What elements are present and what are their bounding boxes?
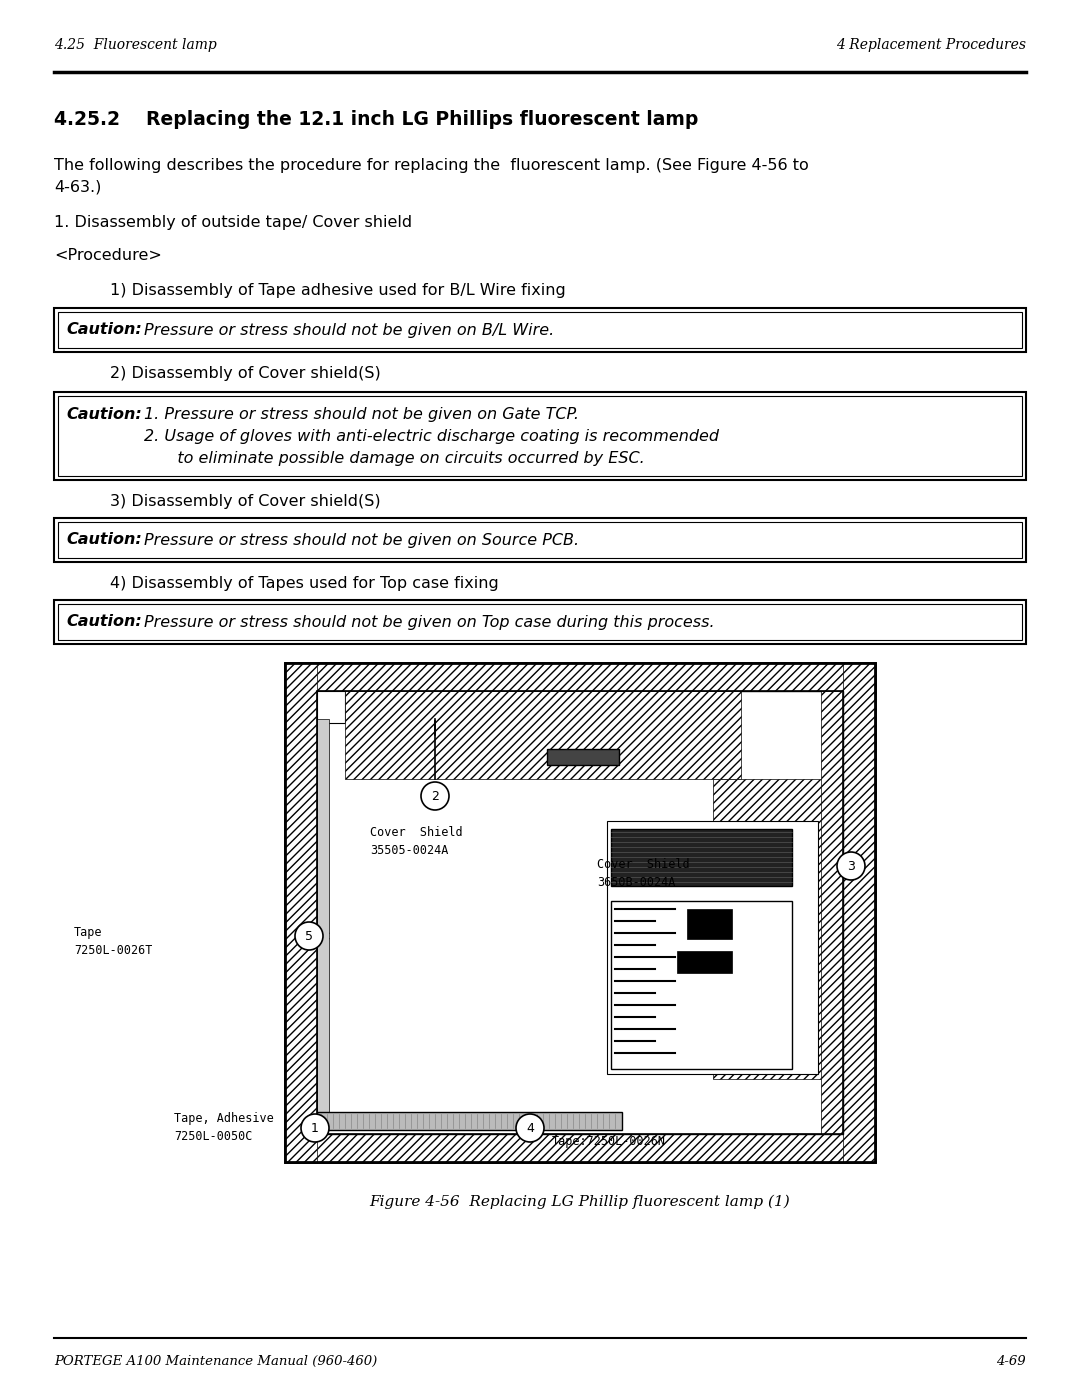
Text: 35505-0024A: 35505-0024A (370, 844, 448, 856)
Text: Pressure or stress should not be given on B/L Wire.: Pressure or stress should not be given o… (144, 323, 554, 338)
Text: 1. Pressure or stress should not be given on Gate TCP.: 1. Pressure or stress should not be give… (144, 407, 579, 422)
Bar (58, 604, 1022, 640)
Text: Pressure or stress should not be given on Source PCB.: Pressure or stress should not be given o… (144, 532, 579, 548)
Text: Tape: Tape (75, 926, 103, 939)
Text: Caution:: Caution: (66, 407, 141, 422)
Text: 2) Disassembly of Cover shield(S): 2) Disassembly of Cover shield(S) (110, 366, 381, 381)
Text: Pressure or stress should not be given on Top case during this process.: Pressure or stress should not be given o… (144, 615, 715, 630)
Bar (54, 518, 1026, 562)
Text: 2. Usage of gloves with anti-electric discharge coating is recommended: 2. Usage of gloves with anti-electric di… (144, 429, 719, 444)
Text: 4: 4 (526, 1122, 534, 1134)
Circle shape (837, 852, 865, 880)
Text: 5: 5 (305, 929, 313, 943)
Bar (318, 1112, 622, 1130)
Text: Cover  Shield: Cover Shield (597, 858, 690, 870)
Text: 4 Replacement Procedures: 4 Replacement Procedures (836, 38, 1026, 52)
Text: Caution:: Caution: (66, 323, 141, 338)
Bar (687, 909, 732, 939)
Text: Cover  Shield: Cover Shield (370, 826, 462, 840)
Bar (677, 951, 732, 972)
Bar (285, 664, 875, 692)
Bar (285, 1134, 875, 1162)
Bar (318, 692, 345, 724)
Text: Caution:: Caution: (66, 615, 141, 630)
Text: Caution:: Caution: (66, 532, 141, 548)
Bar (318, 692, 843, 1134)
Bar (58, 522, 1022, 557)
Bar (611, 901, 792, 1069)
Text: Tape:7250L-0026N: Tape:7250L-0026N (552, 1134, 666, 1148)
Text: 7250L-0050C: 7250L-0050C (174, 1130, 253, 1143)
Bar (54, 307, 1026, 352)
Bar (285, 664, 875, 1162)
Circle shape (421, 782, 449, 810)
Bar (821, 692, 843, 1134)
Text: PORTEGE A100 Maintenance Manual (960-460): PORTEGE A100 Maintenance Manual (960-460… (54, 1355, 377, 1368)
Text: Figure 4-56  Replacing LG Phillip fluorescent lamp (1): Figure 4-56 Replacing LG Phillip fluores… (369, 1194, 791, 1210)
Text: 3650B-0024A: 3650B-0024A (597, 876, 675, 888)
Bar (345, 692, 741, 780)
Text: 3: 3 (847, 859, 855, 873)
Text: The following describes the procedure for replacing the  fluorescent lamp. (See : The following describes the procedure fo… (54, 158, 809, 173)
Bar (546, 749, 619, 766)
Text: 4.25  Fluorescent lamp: 4.25 Fluorescent lamp (54, 38, 217, 52)
Bar (54, 599, 1026, 644)
Bar (285, 664, 875, 1162)
Text: 1) Disassembly of Tape adhesive used for B/L Wire fixing: 1) Disassembly of Tape adhesive used for… (110, 284, 566, 298)
Circle shape (516, 1113, 544, 1141)
Bar (607, 821, 818, 1074)
Bar (843, 664, 875, 1162)
Bar (285, 664, 318, 1162)
Text: 4-69: 4-69 (997, 1355, 1026, 1368)
Text: 3) Disassembly of Cover shield(S): 3) Disassembly of Cover shield(S) (110, 495, 380, 509)
Bar (318, 692, 843, 1134)
Text: 7250L-0026T: 7250L-0026T (75, 944, 152, 957)
Circle shape (295, 922, 323, 950)
Text: 4-63.): 4-63.) (54, 180, 102, 196)
Bar (713, 780, 828, 1078)
Text: 2: 2 (431, 789, 438, 802)
Text: Tape, Adhesive: Tape, Adhesive (174, 1112, 273, 1125)
Bar (58, 395, 1022, 476)
Bar (611, 828, 792, 886)
Text: 4) Disassembly of Tapes used for Top case fixing: 4) Disassembly of Tapes used for Top cas… (110, 576, 499, 591)
Circle shape (301, 1113, 329, 1141)
Text: 4.25.2    Replacing the 12.1 inch LG Phillips fluorescent lamp: 4.25.2 Replacing the 12.1 inch LG Philli… (54, 110, 699, 129)
Bar (318, 719, 329, 1112)
Text: 1. Disassembly of outside tape/ Cover shield: 1. Disassembly of outside tape/ Cover sh… (54, 215, 413, 231)
Text: <Procedure>: <Procedure> (54, 249, 162, 263)
Text: to eliminate possible damage on circuits occurred by ESC.: to eliminate possible damage on circuits… (162, 451, 645, 467)
Bar (54, 393, 1026, 481)
Bar (58, 312, 1022, 348)
Text: 1: 1 (311, 1122, 319, 1134)
